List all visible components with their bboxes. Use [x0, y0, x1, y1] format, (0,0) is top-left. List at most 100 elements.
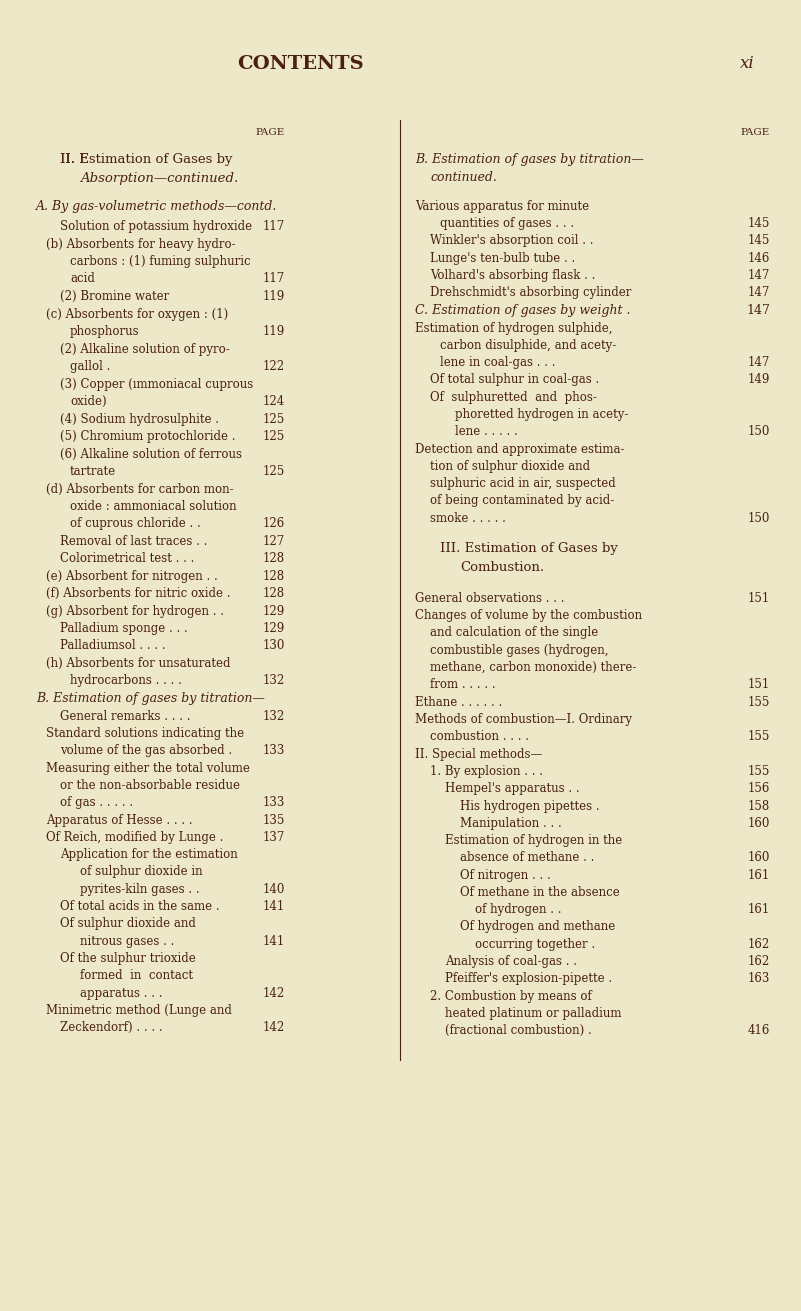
Text: 146: 146 — [747, 252, 770, 265]
Text: hydrocarbons . . . .: hydrocarbons . . . . — [70, 674, 182, 687]
Text: (fractional combustion) .: (fractional combustion) . — [445, 1024, 592, 1037]
Text: Standard solutions indicating the: Standard solutions indicating the — [46, 728, 244, 739]
Text: Of sulphur dioxide and: Of sulphur dioxide and — [60, 916, 196, 929]
Text: carbons : (1) fuming sulphuric: carbons : (1) fuming sulphuric — [70, 256, 251, 267]
Text: Hempel's apparatus . .: Hempel's apparatus . . — [445, 781, 580, 794]
Text: 133: 133 — [263, 745, 285, 756]
Text: xi: xi — [740, 55, 755, 72]
Text: Methods of combustion—I. Ordinary: Methods of combustion—I. Ordinary — [415, 713, 632, 726]
Text: or the non-absorbable residue: or the non-absorbable residue — [60, 779, 240, 792]
Text: Zeckendorf) . . . .: Zeckendorf) . . . . — [60, 1021, 163, 1034]
Text: III. Estimation of Gases by: III. Estimation of Gases by — [440, 541, 618, 555]
Text: tion of sulphur dioxide and: tion of sulphur dioxide and — [430, 460, 590, 473]
Text: (h) Absorbents for unsaturated: (h) Absorbents for unsaturated — [46, 657, 231, 670]
Text: Colorimetrical test . . .: Colorimetrical test . . . — [60, 552, 195, 565]
Text: Of total sulphur in coal-gas .: Of total sulphur in coal-gas . — [430, 374, 599, 385]
Text: (g) Absorbent for hydrogen . .: (g) Absorbent for hydrogen . . — [46, 604, 224, 617]
Text: C. Estimation of gases by weight .: C. Estimation of gases by weight . — [415, 304, 630, 317]
Text: General observations . . .: General observations . . . — [415, 593, 565, 604]
Text: Minimetric method (Lunge and: Minimetric method (Lunge and — [46, 1004, 231, 1017]
Text: lene . . . . .: lene . . . . . — [455, 425, 517, 438]
Text: Measuring either the total volume: Measuring either the total volume — [46, 762, 250, 775]
Text: of cuprous chloride . .: of cuprous chloride . . — [70, 517, 201, 530]
Text: occurring together .: occurring together . — [475, 937, 595, 950]
Text: heated platinum or palladium: heated platinum or palladium — [445, 1007, 622, 1020]
Text: 155: 155 — [747, 766, 770, 777]
Text: lene in coal-gas . . .: lene in coal-gas . . . — [440, 357, 556, 368]
Text: 128: 128 — [263, 570, 285, 583]
Text: 416: 416 — [747, 1024, 770, 1037]
Text: 126: 126 — [263, 517, 285, 530]
Text: nitrous gases . .: nitrous gases . . — [80, 935, 175, 948]
Text: formed  in  contact: formed in contact — [80, 969, 193, 982]
Text: 155: 155 — [747, 696, 770, 709]
Text: 142: 142 — [263, 987, 285, 1000]
Text: 145: 145 — [747, 233, 770, 246]
Text: absence of methane . .: absence of methane . . — [460, 851, 594, 864]
Text: oxide): oxide) — [70, 395, 107, 408]
Text: 147: 147 — [746, 304, 770, 317]
Text: Of  sulphuretted  and  phos-: Of sulphuretted and phos- — [430, 391, 597, 404]
Text: Manipulation . . .: Manipulation . . . — [460, 817, 562, 830]
Text: (f) Absorbents for nitric oxide .: (f) Absorbents for nitric oxide . — [46, 587, 231, 600]
Text: (b) Absorbents for heavy hydro-: (b) Absorbents for heavy hydro- — [46, 239, 235, 250]
Text: II. Estimation of Gases by: II. Estimation of Gases by — [60, 153, 232, 166]
Text: Estimation of hydrogen in the: Estimation of hydrogen in the — [445, 834, 622, 847]
Text: 128: 128 — [263, 587, 285, 600]
Text: 125: 125 — [263, 413, 285, 426]
Text: of being contaminated by acid-: of being contaminated by acid- — [430, 494, 614, 507]
Text: PAGE: PAGE — [741, 128, 770, 138]
Text: and calculation of the single: and calculation of the single — [430, 625, 598, 638]
Text: Palladiumsol . . . .: Palladiumsol . . . . — [60, 638, 166, 652]
Text: 141: 141 — [263, 935, 285, 948]
Text: 132: 132 — [263, 711, 285, 722]
Text: oxide : ammoniacal solution: oxide : ammoniacal solution — [70, 499, 236, 513]
Text: combustible gases (hydrogen,: combustible gases (hydrogen, — [430, 644, 609, 657]
Text: 160: 160 — [747, 851, 770, 864]
Text: 149: 149 — [747, 374, 770, 385]
Text: 130: 130 — [263, 638, 285, 652]
Text: pyrites-kiln gases . .: pyrites-kiln gases . . — [80, 884, 199, 895]
Text: phoretted hydrogen in acety-: phoretted hydrogen in acety- — [455, 408, 628, 421]
Text: 147: 147 — [747, 269, 770, 282]
Text: Palladium sponge . . .: Palladium sponge . . . — [60, 621, 187, 635]
Text: 1. By explosion . . .: 1. By explosion . . . — [430, 766, 543, 777]
Text: B. Estimation of gases by titration—: B. Estimation of gases by titration— — [36, 692, 265, 705]
Text: 133: 133 — [263, 796, 285, 809]
Text: Detection and approximate estima-: Detection and approximate estima- — [415, 443, 625, 456]
Text: 151: 151 — [748, 593, 770, 604]
Text: 147: 147 — [747, 286, 770, 299]
Text: 124: 124 — [263, 395, 285, 408]
Text: Changes of volume by the combustion: Changes of volume by the combustion — [415, 610, 642, 621]
Text: (3) Copper (ımmoniacal cuprous: (3) Copper (ımmoniacal cuprous — [60, 378, 253, 391]
Text: CONTENTS: CONTENTS — [236, 55, 364, 73]
Text: Ethane . . . . . .: Ethane . . . . . . — [415, 696, 502, 709]
Text: General remarks . . . .: General remarks . . . . — [60, 711, 191, 722]
Text: Estimation of hydrogen sulphide,: Estimation of hydrogen sulphide, — [415, 323, 613, 336]
Text: Of the sulphur trioxide: Of the sulphur trioxide — [60, 952, 195, 965]
Text: combustion . . . .: combustion . . . . — [430, 730, 529, 743]
Text: B. Estimation of gases by titration—: B. Estimation of gases by titration— — [415, 153, 644, 166]
Text: 158: 158 — [748, 800, 770, 813]
Text: (c) Absorbents for oxygen : (1): (c) Absorbents for oxygen : (1) — [46, 308, 228, 321]
Text: phosphorus: phosphorus — [70, 325, 139, 338]
Text: 145: 145 — [747, 218, 770, 229]
Text: 147: 147 — [747, 357, 770, 368]
Text: Winkler's absorption coil . .: Winkler's absorption coil . . — [430, 233, 594, 246]
Text: 137: 137 — [263, 831, 285, 844]
Text: of hydrogen . .: of hydrogen . . — [475, 903, 562, 916]
Text: (5) Chromium protochloride .: (5) Chromium protochloride . — [60, 430, 235, 443]
Text: (4) Sodium hydrosulphite .: (4) Sodium hydrosulphite . — [60, 413, 219, 426]
Text: Of nitrogen . . .: Of nitrogen . . . — [460, 869, 551, 882]
Text: PAGE: PAGE — [256, 128, 285, 138]
Text: 117: 117 — [263, 220, 285, 233]
Text: 160: 160 — [747, 817, 770, 830]
Text: Removal of last traces . .: Removal of last traces . . — [60, 535, 207, 548]
Text: His hydrogen pipettes .: His hydrogen pipettes . — [460, 800, 600, 813]
Text: tartrate: tartrate — [70, 465, 116, 479]
Text: volume of the gas absorbed .: volume of the gas absorbed . — [60, 745, 232, 756]
Text: (6) Alkaline solution of ferrous: (6) Alkaline solution of ferrous — [60, 448, 242, 461]
Text: continued.: continued. — [430, 170, 497, 184]
Text: 150: 150 — [747, 425, 770, 438]
Text: Analysis of coal-gas . .: Analysis of coal-gas . . — [445, 954, 577, 968]
